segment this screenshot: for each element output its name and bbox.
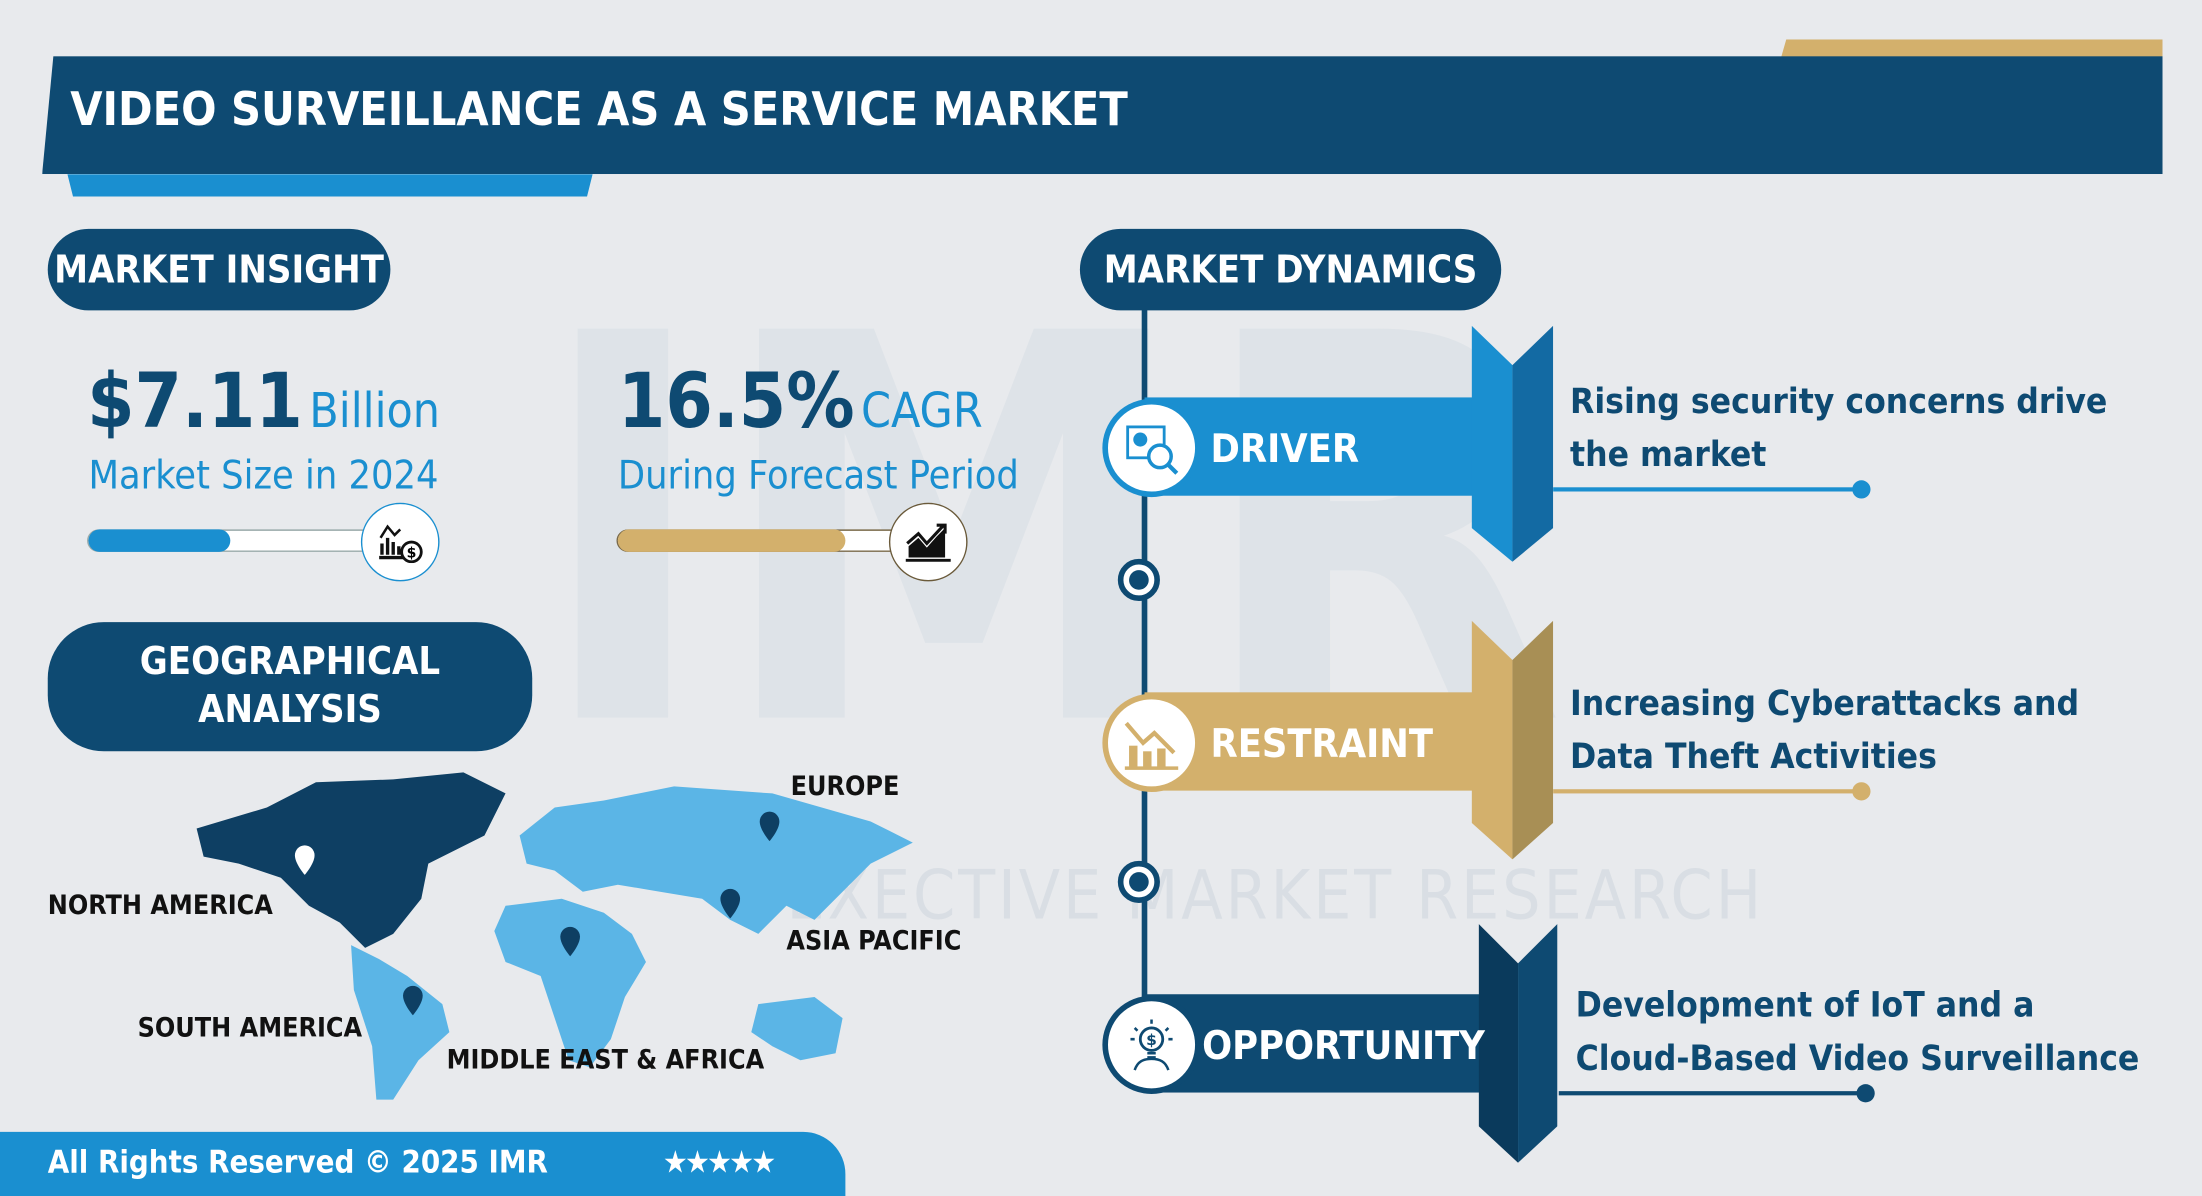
cagr-value-row: 16.5% CAGR — [618, 357, 983, 445]
market-dynamics-heading: MARKET DYNAMICS — [1079, 228, 1502, 311]
timeline-node — [1117, 558, 1160, 602]
region-north-america: NORTH AMERICA — [47, 890, 273, 922]
title-bar — [42, 56, 2163, 175]
market-size-unit: Billion — [309, 383, 441, 440]
restraint-band — [1144, 692, 1482, 791]
market-size-bar — [87, 529, 385, 552]
copyright-text: All Rights Reserved © 2025 IMR — [47, 1145, 548, 1182]
geographical-heading-text: GEOGRAPHICAL ANALYSIS — [139, 640, 441, 732]
timeline-node — [1117, 860, 1160, 903]
driver-underline — [1553, 487, 1856, 492]
svg-text:$: $ — [1146, 1031, 1157, 1049]
opportunity-chevron — [1478, 924, 1558, 1163]
map-africa — [494, 898, 646, 1068]
market-insight-heading: MARKET INSIGHT — [47, 228, 391, 311]
map-south-america — [351, 945, 450, 1100]
world-map — [196, 772, 913, 1100]
lightbulb-dollar-icon: $ — [1102, 995, 1201, 1094]
location-pin-icons — [403, 811, 780, 1016]
growth-chart-icon — [888, 502, 968, 582]
market-size-value: $7.11 — [87, 356, 303, 446]
driver-band — [1144, 397, 1482, 496]
region-europe: EUROPE — [790, 770, 900, 802]
map-eurasia — [519, 786, 913, 934]
cagr-unit: CAGR — [861, 383, 983, 440]
watermark-text: EXECTIVE MARKET RESEARCH — [786, 856, 1765, 936]
region-asia-pacific: ASIA PACIFIC — [786, 925, 962, 957]
opportunity-label: OPPORTUNITY — [1202, 1022, 1485, 1069]
region-middle-east-africa: MIDDLE EAST & AFRICA — [446, 1044, 765, 1076]
location-pin-icon — [294, 845, 315, 875]
opportunity-text: Development of IoT and a Cloud-Based Vid… — [1575, 984, 2140, 1079]
driver-chevron — [1471, 325, 1554, 562]
opportunity-dot — [1856, 1084, 1875, 1103]
gold-accent-strip — [1780, 39, 2163, 59]
declining-chart-icon — [1102, 693, 1201, 793]
restraint-text: Increasing Cyberattacks and Data Theft A… — [1570, 682, 2080, 777]
chart-dollar-icon: $ — [360, 502, 440, 582]
market-size-value-row: $7.11 Billion — [87, 357, 440, 445]
blue-accent-strip — [67, 174, 592, 196]
driver-text: Rising security concerns drive the marke… — [1570, 380, 2108, 475]
market-size-label: Market Size in 2024 — [88, 452, 439, 499]
restraint-underline — [1553, 789, 1856, 794]
driver-label: DRIVER — [1210, 425, 1360, 472]
market-size-bar-fill — [88, 529, 231, 552]
restraint-label: RESTRAINT — [1210, 720, 1434, 767]
cagr-bar — [616, 529, 915, 552]
timeline-line — [1141, 301, 1148, 1005]
restraint-chevron — [1471, 620, 1554, 860]
cagr-value: 16.5% — [617, 356, 855, 446]
opportunity-band — [1144, 994, 1489, 1093]
analytics-magnifier-icon — [1102, 398, 1201, 498]
cagr-label: During Forecast Period — [617, 452, 1019, 499]
page-title: VIDEO SURVEILLANCE AS A SERVICE MARKET — [70, 81, 1128, 137]
map-australia — [751, 997, 843, 1061]
cagr-bar-fill — [617, 529, 845, 552]
restraint-dot — [1852, 782, 1871, 801]
map-north-america — [196, 772, 506, 948]
opportunity-underline — [1558, 1091, 1861, 1096]
svg-text:$: $ — [407, 546, 417, 562]
geographical-analysis-heading: GEOGRAPHICAL ANALYSIS — [47, 622, 533, 752]
footer — [0, 1131, 846, 1196]
driver-dot — [1852, 480, 1871, 499]
region-south-america: SOUTH AMERICA — [137, 1012, 363, 1044]
rating-stars: ★★★★★ — [662, 1145, 776, 1182]
